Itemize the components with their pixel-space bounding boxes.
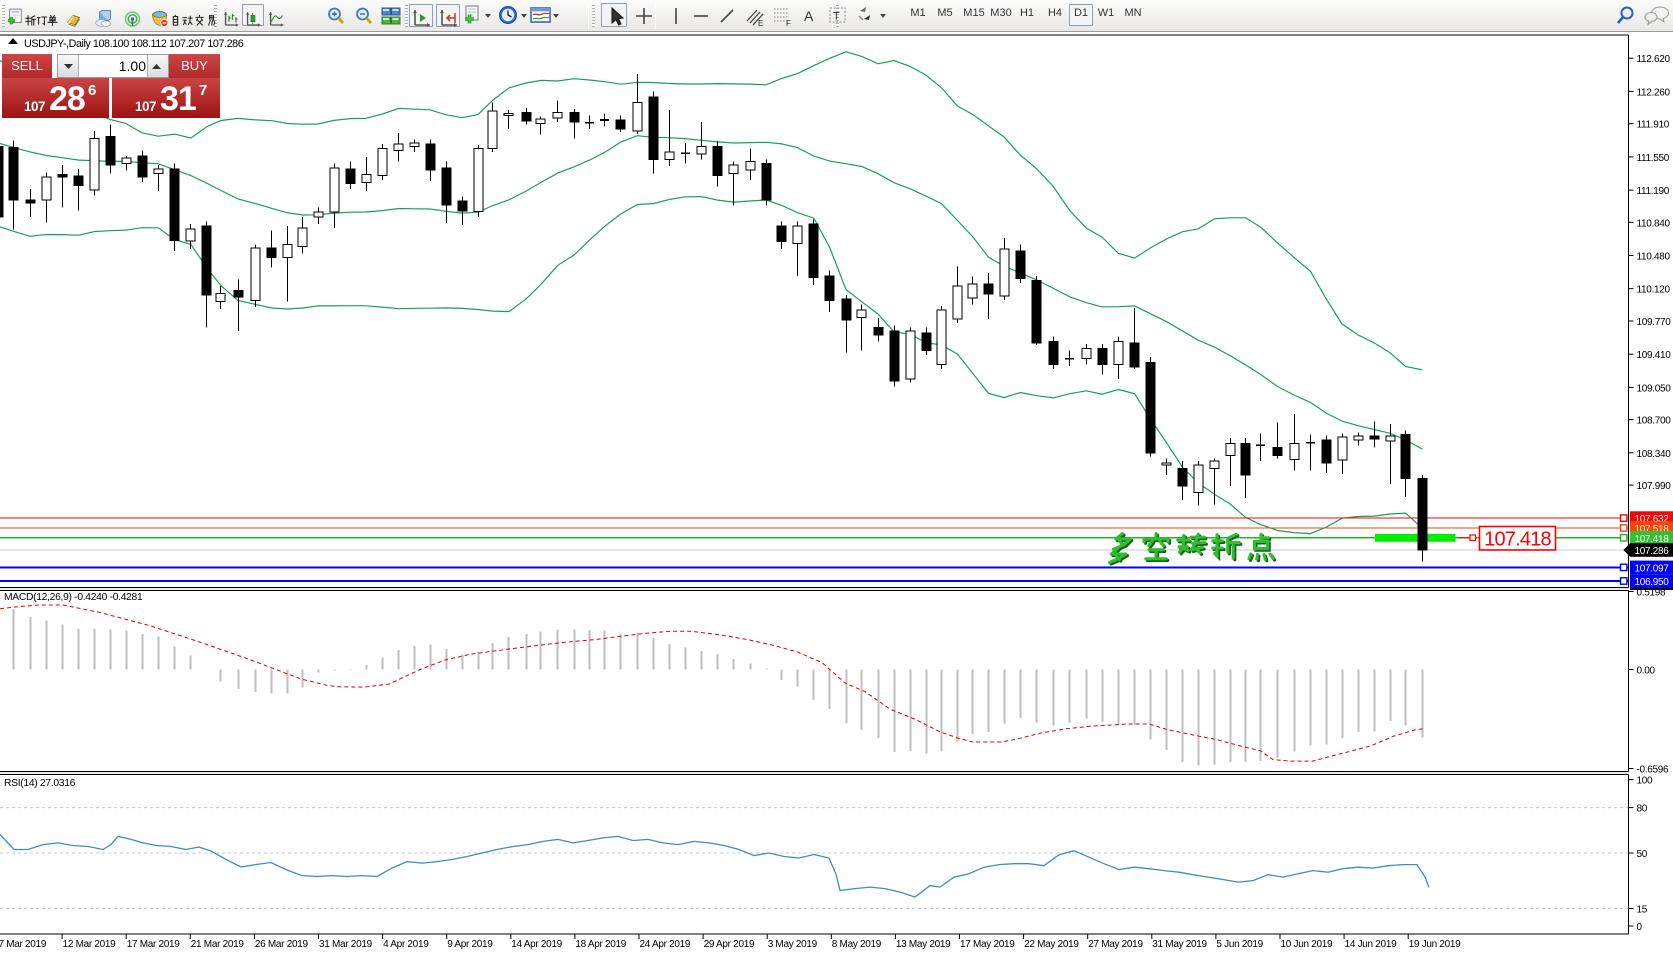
svg-text:112.260: 112.260 — [1637, 87, 1671, 98]
svg-text:21 Mar 2019: 21 Mar 2019 — [191, 939, 245, 950]
svg-text:107.632: 107.632 — [1635, 514, 1670, 525]
svg-text:112.620: 112.620 — [1637, 54, 1671, 65]
svg-text:109.770: 109.770 — [1637, 317, 1672, 328]
svg-text:107.990: 107.990 — [1637, 481, 1672, 492]
svg-text:107.286: 107.286 — [1635, 546, 1670, 557]
svg-text:50: 50 — [1637, 849, 1648, 860]
svg-text:110.840: 110.840 — [1637, 218, 1671, 229]
svg-text:10 Jun 2019: 10 Jun 2019 — [1281, 939, 1333, 950]
svg-text:0.00: 0.00 — [1637, 666, 1656, 677]
svg-text:29 Apr 2019: 29 Apr 2019 — [704, 939, 755, 950]
svg-text:14 Jun 2019: 14 Jun 2019 — [1345, 939, 1397, 950]
svg-text:0.5198: 0.5198 — [1637, 588, 1667, 599]
svg-text:12 Mar 2019: 12 Mar 2019 — [63, 939, 117, 950]
svg-text:111.910: 111.910 — [1637, 120, 1670, 131]
svg-text:107.418: 107.418 — [1484, 529, 1551, 551]
svg-text:0: 0 — [1637, 922, 1643, 933]
svg-text:RSI(14) 27.0316: RSI(14) 27.0316 — [4, 778, 76, 789]
svg-text:111.550: 111.550 — [1637, 153, 1670, 164]
svg-text:F: F — [786, 19, 791, 28]
svg-text:A: A — [804, 8, 814, 24]
svg-text:USDJPY-,Daily 108.100 108.112: USDJPY-,Daily 108.100 108.112 107.207 10… — [24, 38, 244, 50]
svg-text:109.410: 109.410 — [1637, 350, 1672, 361]
svg-text:MACD(12,26,9) -0.4240 -0.4281: MACD(12,26,9) -0.4240 -0.4281 — [4, 592, 143, 603]
svg-text:8 May 2019: 8 May 2019 — [832, 939, 882, 950]
svg-text:111.190: 111.190 — [1637, 186, 1670, 197]
svg-text:27 May 2019: 27 May 2019 — [1088, 939, 1143, 950]
svg-text:110.480: 110.480 — [1637, 252, 1671, 263]
svg-text:31 May 2019: 31 May 2019 — [1152, 939, 1207, 950]
svg-text:106.950: 106.950 — [1635, 577, 1670, 588]
svg-text:107.518: 107.518 — [1635, 524, 1670, 535]
svg-text:107.097: 107.097 — [1635, 563, 1670, 574]
svg-text:17 May 2019: 17 May 2019 — [960, 939, 1015, 950]
svg-text:4 Apr 2019: 4 Apr 2019 — [383, 939, 429, 950]
svg-text:9 Apr 2019: 9 Apr 2019 — [447, 939, 493, 950]
svg-text:-0.6596: -0.6596 — [1637, 765, 1670, 776]
svg-text:3 May 2019: 3 May 2019 — [768, 939, 818, 950]
svg-text:100: 100 — [1637, 776, 1654, 787]
svg-text:110.120: 110.120 — [1637, 285, 1671, 296]
svg-text:5 Jun 2019: 5 Jun 2019 — [1216, 939, 1263, 950]
svg-text:18 Apr 2019: 18 Apr 2019 — [575, 939, 626, 950]
svg-text:109.050: 109.050 — [1637, 383, 1672, 394]
svg-text:19 Jun 2019: 19 Jun 2019 — [1409, 939, 1461, 950]
svg-text:24 Apr 2019: 24 Apr 2019 — [640, 939, 691, 950]
svg-text:13 May 2019: 13 May 2019 — [896, 939, 951, 950]
svg-text:17 Mar 2019: 17 Mar 2019 — [127, 939, 181, 950]
svg-text:14 Apr 2019: 14 Apr 2019 — [511, 939, 562, 950]
svg-text:E: E — [758, 19, 763, 28]
svg-text:22 May 2019: 22 May 2019 — [1024, 939, 1079, 950]
svg-text:31 Mar 2019: 31 Mar 2019 — [319, 939, 373, 950]
svg-text:15: 15 — [1637, 905, 1648, 916]
svg-text:26 Mar 2019: 26 Mar 2019 — [255, 939, 309, 950]
svg-text:108.340: 108.340 — [1637, 449, 1672, 460]
svg-text:80: 80 — [1637, 804, 1648, 815]
svg-text:108.700: 108.700 — [1637, 416, 1672, 427]
svg-text:T: T — [833, 11, 840, 23]
svg-text:7 Mar 2019: 7 Mar 2019 — [0, 939, 47, 950]
svg-text:107.418: 107.418 — [1635, 534, 1670, 545]
